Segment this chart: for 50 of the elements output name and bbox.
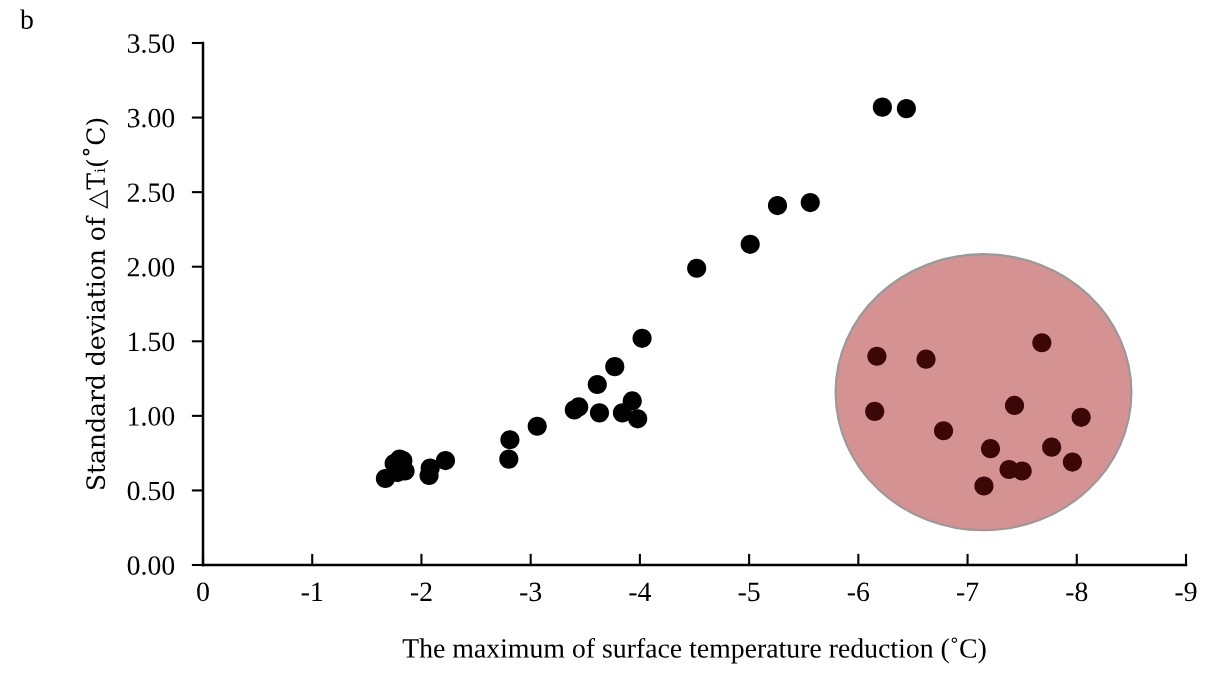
point xyxy=(1004,395,1025,415)
y-tick-label: 2.50 xyxy=(127,183,175,203)
point xyxy=(435,451,456,471)
point xyxy=(740,234,760,254)
x-tick-label: -4 xyxy=(629,582,652,601)
point xyxy=(916,349,936,369)
point xyxy=(622,391,642,411)
point xyxy=(589,403,610,423)
point xyxy=(687,258,707,278)
point xyxy=(974,476,994,496)
point xyxy=(587,374,607,395)
point xyxy=(867,346,887,366)
point xyxy=(767,195,788,216)
point xyxy=(605,357,625,377)
x-tick-label: -6 xyxy=(847,582,870,602)
x-tick-label: 0 xyxy=(197,582,209,602)
point xyxy=(628,409,648,429)
y-tick-label: 0.50 xyxy=(127,481,175,501)
point xyxy=(800,193,820,213)
x-axis-title: The maximum of surface temperature reduction (˚C) xyxy=(402,637,986,664)
point xyxy=(527,416,547,436)
x-tick-label: -3 xyxy=(520,582,542,602)
point xyxy=(872,97,892,117)
y-tick-label: 3.50 xyxy=(127,34,175,54)
point xyxy=(499,449,519,469)
y-tick-label: 3.00 xyxy=(127,108,175,128)
text: b xyxy=(20,9,33,29)
point xyxy=(569,397,589,417)
y-axis-title: Standard deviation of △Tᵢ(˚C) xyxy=(82,118,109,490)
x-tick-label: -1 xyxy=(301,582,323,601)
point xyxy=(1071,407,1091,427)
point xyxy=(896,99,916,119)
y-tick-label: 1.50 xyxy=(129,332,175,352)
x-tick-label: -2 xyxy=(410,582,432,601)
point xyxy=(1062,452,1082,472)
point xyxy=(1042,437,1062,457)
y-tick-label: 0.00 xyxy=(127,556,175,576)
point xyxy=(1012,461,1032,481)
point xyxy=(1032,333,1052,353)
point xyxy=(933,421,954,441)
x-tick-label: -7 xyxy=(957,582,979,601)
point xyxy=(865,401,885,421)
y-tick-label: 2.00 xyxy=(127,257,175,277)
y-tick-label: 1.00 xyxy=(129,407,175,426)
point xyxy=(500,430,520,450)
point xyxy=(980,439,1001,459)
x-tick-label: -5 xyxy=(738,582,760,602)
x-tick-label: -8 xyxy=(1066,582,1088,602)
x-tick-label: -9 xyxy=(1175,582,1197,602)
point xyxy=(632,328,652,348)
